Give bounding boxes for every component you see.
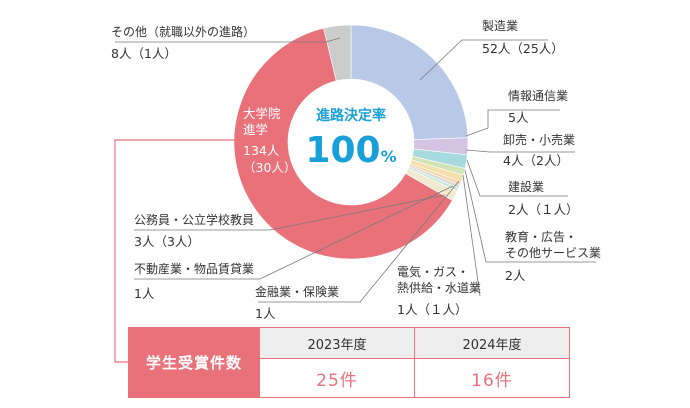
segment-value: 1人 <box>255 306 276 321</box>
award-count-2024: 16件 <box>414 358 570 398</box>
segment-value: 5人 <box>508 110 529 125</box>
donut-hole <box>288 79 414 205</box>
award-table-title: 学生受賞件数 <box>128 327 260 398</box>
segment-label: 教育・広告・その他サービス業 <box>505 229 601 260</box>
leader-line <box>115 37 341 43</box>
segment-value: 2人 <box>505 268 526 283</box>
center-unit: % <box>381 147 397 166</box>
award-connector-line <box>114 139 240 363</box>
segment-label: 金融業・保険業 <box>255 284 339 299</box>
segment-label: その他（就職以外の進路） <box>111 24 255 39</box>
leader-line <box>134 185 454 280</box>
segment-label: 製造業 <box>482 19 518 33</box>
award-year-2023: 2023年度 <box>259 327 415 359</box>
leader-line <box>465 109 560 137</box>
leader-line <box>419 39 548 81</box>
award-table: 学生受賞件数 2023年度 2024年度 25件 16件 <box>128 327 570 398</box>
segment-label: 不動産業・物品賃貸業 <box>134 261 254 276</box>
segment-value: 3人（3人） <box>134 234 200 249</box>
leader-line <box>258 180 460 303</box>
segment-label: 卸売・小売業 <box>503 132 575 147</box>
center-title: 進路決定率 <box>316 107 386 124</box>
segment-value: 2人（１人） <box>508 202 578 217</box>
leader-line <box>466 159 568 197</box>
leader-line <box>464 169 596 263</box>
center-number: 100 <box>305 130 380 171</box>
leader-line <box>462 174 481 297</box>
segment-value: 1人 <box>134 286 155 301</box>
segment-value: 134人（30人） <box>243 143 296 175</box>
segment-label: 建設業 <box>508 179 544 194</box>
segment-value: 4人（2人） <box>503 153 569 168</box>
leader-line <box>134 194 446 231</box>
award-year-2024: 2024年度 <box>414 327 570 359</box>
segment-label: 大学院進学 <box>243 106 281 137</box>
segment-value: 52人（25人） <box>482 41 564 56</box>
segment-value: 8人（1人） <box>111 46 177 61</box>
segment-value: 1人（１人） <box>397 302 467 317</box>
leader-line <box>465 149 575 153</box>
center-value: 100% <box>305 130 396 171</box>
segment-label: 情報通信業 <box>508 89 568 103</box>
segment-label: 電気・ガス・熱供給・水道業 <box>397 264 481 295</box>
award-count-2023: 25件 <box>259 358 415 398</box>
segment-label: 公務員・公立学校教員 <box>134 212 254 227</box>
